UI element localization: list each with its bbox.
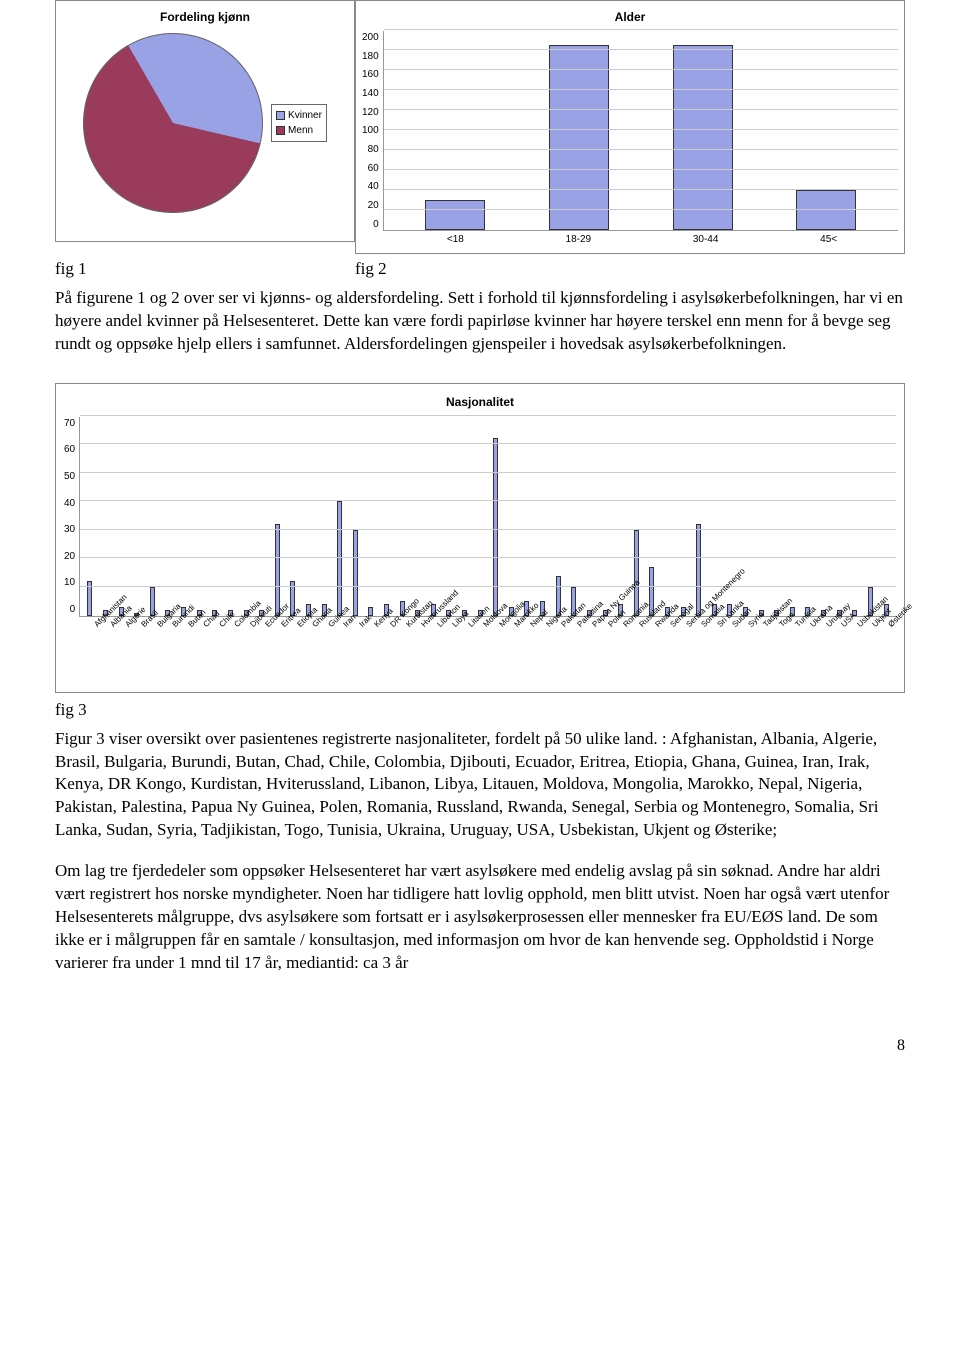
- age-xlabel: 45<: [820, 233, 837, 247]
- nationality-title: Nasjonalitet: [64, 394, 896, 410]
- legend-item-kvinner: Kvinner: [276, 109, 322, 123]
- age-ytick: 20: [362, 199, 379, 213]
- age-ytick: 60: [362, 162, 379, 176]
- age-bar: [796, 190, 856, 230]
- figure-labels-row: fig 1 fig 2: [55, 258, 905, 281]
- nationality-ytick: 10: [64, 576, 75, 590]
- age-bar: [549, 45, 609, 230]
- legend-label-menn: Menn: [288, 124, 313, 138]
- age-bars: [384, 31, 898, 230]
- nationality-ytick: 30: [64, 523, 75, 537]
- age-ytick: 100: [362, 124, 379, 138]
- age-x-labels: <18 18-29 30-44 45<: [362, 231, 898, 247]
- nationality-bar: [368, 607, 373, 616]
- pie-legend: Kvinner Menn: [271, 104, 327, 142]
- paragraph-1: På figurene 1 og 2 over ser vi kjønns- o…: [55, 287, 905, 356]
- nationality-ytick: 50: [64, 470, 75, 484]
- age-plot-area: [383, 31, 898, 231]
- age-ytick: 140: [362, 87, 379, 101]
- age-ytick: 180: [362, 50, 379, 64]
- age-xlabel: <18: [447, 233, 464, 247]
- page-number: 8: [55, 1035, 905, 1057]
- age-ytick: 0: [362, 218, 379, 232]
- age-xlabel: 30-44: [693, 233, 719, 247]
- legend-label-kvinner: Kvinner: [288, 109, 322, 123]
- paragraph-2: Figur 3 viser oversikt over pasientenes …: [55, 728, 905, 843]
- age-bar: [673, 45, 733, 230]
- nationality-y-axis: 70 60 50 40 30 20 10 0: [64, 417, 79, 617]
- pie-title: Fordeling kjønn: [60, 9, 350, 25]
- age-ytick: 120: [362, 106, 379, 120]
- nationality-plot-area: [79, 417, 896, 617]
- nationality-bar: [275, 524, 280, 615]
- age-ytick: 160: [362, 68, 379, 82]
- legend-swatch-menn: [276, 126, 285, 135]
- age-y-axis: 200180160140120100806040200: [362, 31, 383, 231]
- nationality-bar: [634, 530, 639, 616]
- nationality-chart: Nasjonalitet 70 60 50 40 30 20 10 0 Afghanistan…: [55, 383, 905, 692]
- nationality-ytick: 70: [64, 417, 75, 431]
- nationality-ytick: 40: [64, 497, 75, 511]
- age-ytick: 200: [362, 31, 379, 45]
- pie-chart: Fordeling kjønn Kvinner Menn: [55, 0, 355, 242]
- fig2-label: fig 2: [355, 258, 387, 281]
- age-xlabel: 18-29: [566, 233, 592, 247]
- paragraph-3: Om lag tre fjerdedeler som oppsøker Hels…: [55, 860, 905, 975]
- age-ytick: 80: [362, 143, 379, 157]
- nationality-bar: [353, 530, 358, 616]
- nationality-ytick: 60: [64, 443, 75, 457]
- nationality-x-labels: AfghanistanAlbaniaAlgerieBrasilBulgariaB…: [64, 619, 896, 684]
- top-charts-row: Fordeling kjønn Kvinner Menn Alder 20018…: [55, 0, 905, 254]
- nationality-bar: [696, 524, 701, 615]
- nationality-ytick: 0: [64, 603, 75, 617]
- fig1-label: fig 1: [55, 258, 355, 281]
- legend-item-menn: Menn: [276, 124, 322, 138]
- age-chart: Alder 200180160140120100806040200 <1818-…: [355, 0, 905, 254]
- nationality-bar: [337, 501, 342, 615]
- nationality-ytick: 20: [64, 550, 75, 564]
- nationality-bar: [493, 438, 498, 615]
- legend-swatch-kvinner: [276, 111, 285, 120]
- age-bar: [425, 200, 485, 230]
- age-ytick: 40: [362, 180, 379, 194]
- fig3-label: fig 3: [55, 699, 905, 722]
- pie-graphic: [83, 33, 263, 213]
- age-title: Alder: [362, 9, 898, 25]
